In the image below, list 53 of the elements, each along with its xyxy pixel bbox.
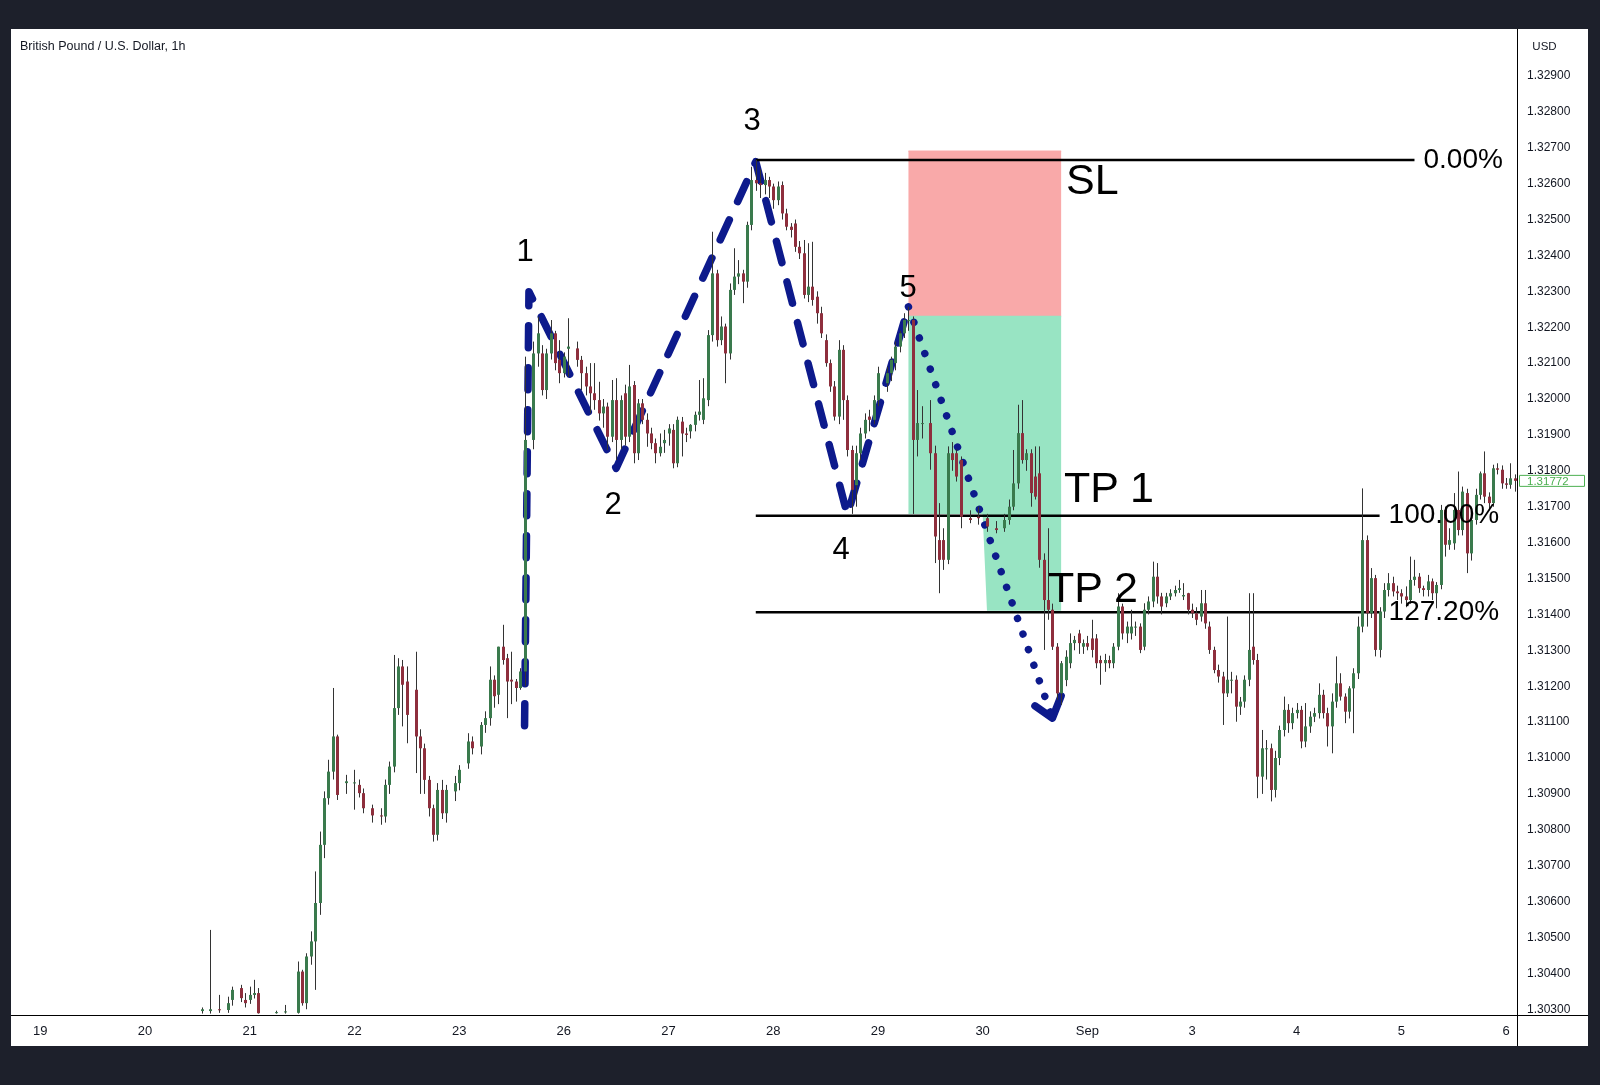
x-tick-label: 5 xyxy=(1397,1023,1406,1039)
y-tick-label: 1.32400 xyxy=(1527,247,1571,262)
y-axis-title: USD xyxy=(1532,40,1557,53)
y-tick-label: 1.31600 xyxy=(1527,534,1571,549)
y-tick-label: 1.30300 xyxy=(1527,1001,1571,1016)
y-tick-label: 1.32800 xyxy=(1527,104,1571,119)
annotation: 3 xyxy=(743,101,761,137)
y-tick-label: 1.32300 xyxy=(1527,283,1571,298)
y-tick-label: 1.32000 xyxy=(1527,391,1571,406)
x-tick-label: 22 xyxy=(347,1023,362,1039)
y-tick-label: 1.31700 xyxy=(1527,499,1571,514)
x-tick-label: 4 xyxy=(1293,1023,1301,1039)
y-tick-label: 1.32900 xyxy=(1527,68,1571,83)
series-label: 127.20% xyxy=(1388,594,1500,626)
annotation: 1 xyxy=(516,232,534,268)
y-tick-label: 1.30800 xyxy=(1527,822,1571,837)
y-tick-label: 1.31400 xyxy=(1527,606,1571,621)
y-tick-label: 1.31300 xyxy=(1527,642,1571,657)
y-tick-label: 1.30400 xyxy=(1527,965,1571,980)
y-tick-label: 1.32500 xyxy=(1527,211,1571,226)
x-tick-label: 27 xyxy=(661,1023,676,1039)
y-tick-label: 1.30600 xyxy=(1527,893,1571,908)
y-tick-label: 1.32200 xyxy=(1527,319,1571,334)
x-tick-label: 20 xyxy=(137,1023,153,1039)
y-tick-label: 1.31500 xyxy=(1527,570,1571,585)
y-tick-label: 1.32100 xyxy=(1527,355,1571,370)
x-tick-label: 23 xyxy=(451,1023,467,1039)
y-tick-label: 1.32600 xyxy=(1527,175,1571,190)
y-tick-label: 1.30900 xyxy=(1527,786,1571,801)
annotation: TP 2 xyxy=(1048,562,1139,611)
annotation: SL xyxy=(1066,154,1119,203)
text: British Pound / U.S. Dollar, 1h xyxy=(20,39,186,54)
y-tick-label: 1.30500 xyxy=(1527,929,1571,944)
x-tick-label: 19 xyxy=(33,1023,48,1039)
annotation: 2 xyxy=(604,485,622,521)
x-tick-label: 29 xyxy=(870,1023,886,1039)
y-tick-label: 1.31100 xyxy=(1527,714,1570,729)
y-tick-label: 1.32700 xyxy=(1527,140,1571,155)
y-tick-label: 1.31200 xyxy=(1527,678,1571,693)
y-tick-label: 1.31000 xyxy=(1527,750,1571,765)
y-tick-label: 1.31900 xyxy=(1527,427,1571,442)
annotation: 4 xyxy=(832,530,850,566)
x-tick-label: 6 xyxy=(1502,1023,1510,1039)
annotation: 5 xyxy=(899,268,917,304)
annotation: TP 1 xyxy=(1064,462,1155,511)
x-tick-label: 30 xyxy=(975,1023,990,1039)
x-tick-label: 21 xyxy=(242,1023,257,1039)
x-tick-label: 26 xyxy=(556,1023,572,1039)
x-tick-label: 3 xyxy=(1188,1023,1196,1039)
series-label: 0.00% xyxy=(1423,142,1503,174)
x-tick-label: Sep xyxy=(1075,1023,1099,1039)
x-tick-label: 28 xyxy=(765,1023,781,1039)
y-tick-label: 1.30700 xyxy=(1527,857,1571,872)
